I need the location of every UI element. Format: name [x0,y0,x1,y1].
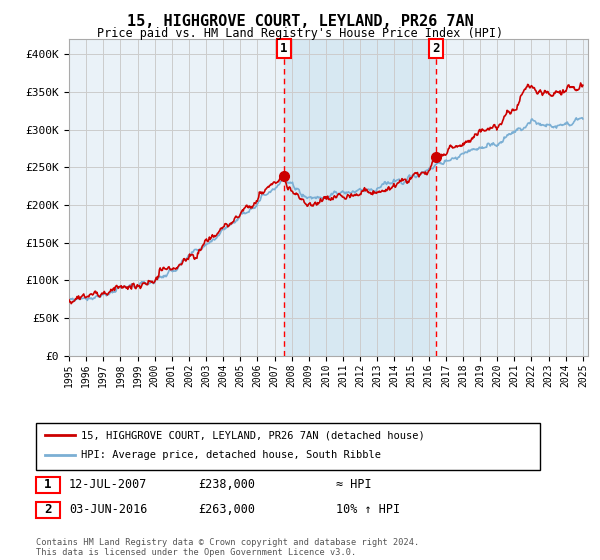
Text: 12-JUL-2007: 12-JUL-2007 [69,478,148,491]
Text: Contains HM Land Registry data © Crown copyright and database right 2024.
This d: Contains HM Land Registry data © Crown c… [36,538,419,557]
Text: £263,000: £263,000 [198,503,255,516]
Text: £238,000: £238,000 [198,478,255,491]
Text: 1: 1 [44,478,52,491]
Text: ≈ HPI: ≈ HPI [336,478,371,491]
Text: 2: 2 [44,503,52,516]
Text: 10% ↑ HPI: 10% ↑ HPI [336,503,400,516]
Text: 03-JUN-2016: 03-JUN-2016 [69,503,148,516]
Text: Price paid vs. HM Land Registry's House Price Index (HPI): Price paid vs. HM Land Registry's House … [97,27,503,40]
Text: 2: 2 [432,42,440,55]
Text: HPI: Average price, detached house, South Ribble: HPI: Average price, detached house, Sout… [81,450,381,460]
Text: 1: 1 [280,42,287,55]
Text: 15, HIGHGROVE COURT, LEYLAND, PR26 7AN: 15, HIGHGROVE COURT, LEYLAND, PR26 7AN [127,14,473,29]
Text: 15, HIGHGROVE COURT, LEYLAND, PR26 7AN (detached house): 15, HIGHGROVE COURT, LEYLAND, PR26 7AN (… [81,430,425,440]
Bar [284,39,436,356]
